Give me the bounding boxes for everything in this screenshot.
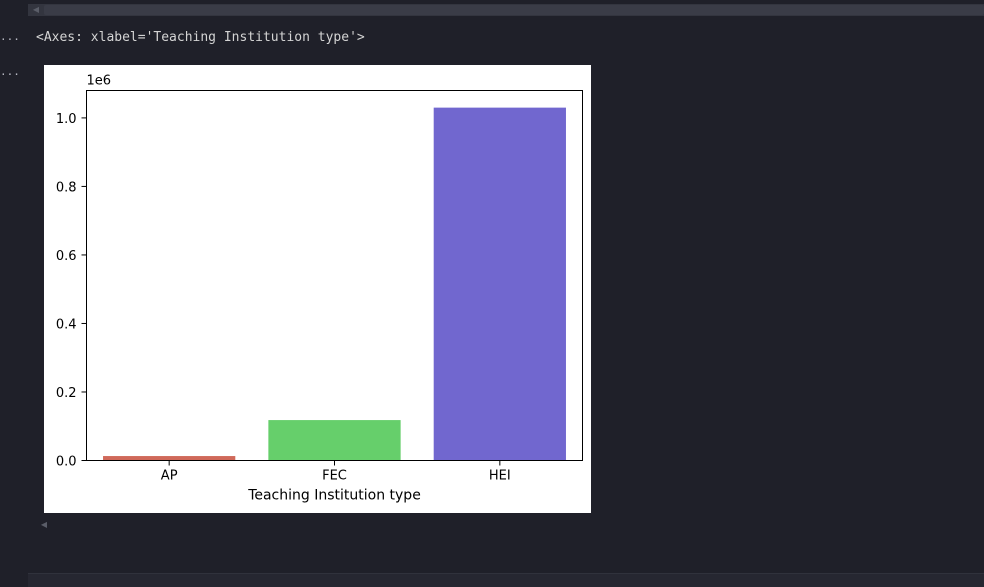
y-tick-label: 0.8 [56,180,77,195]
y-tick-label: 1.0 [56,112,77,127]
scroll-left-arrow-icon[interactable]: ◀ [32,5,40,14]
scrollbar-thumb[interactable] [44,5,984,15]
y-tick-label: 0.0 [56,455,77,470]
y-tick-label: 0.4 [56,317,77,332]
cell-output-menu-icon[interactable]: ... [0,30,20,43]
bar-chart: 0.0 0.2 0.4 0.6 0.8 1.0 AP FEC HEI 1e6 Teaching… [56,74,583,504]
bottom-panel-strip [28,573,984,587]
plot-output: 0.0 0.2 0.4 0.6 0.8 1.0 AP FEC HEI 1e6 Teaching… [44,65,591,513]
x-tick-label: AP [161,469,178,484]
cell-output-text: <Axes: xlabel='Teaching Institution type… [36,30,365,45]
cell-output-menu-icon[interactable]: ... [0,65,20,78]
x-axis-label: Teaching Institution type [247,488,421,504]
x-tick-label: HEI [489,469,511,484]
y-offset-text: 1e6 [87,74,112,89]
bar-fec [268,420,401,461]
bar-ap [103,456,236,461]
bar-hei [433,107,566,461]
x-tick-label: FEC [322,469,347,484]
scroll-left-arrow-icon[interactable]: ◀ [40,520,48,529]
y-tick-label: 0.2 [56,386,77,401]
y-tick-label: 0.6 [56,249,77,264]
